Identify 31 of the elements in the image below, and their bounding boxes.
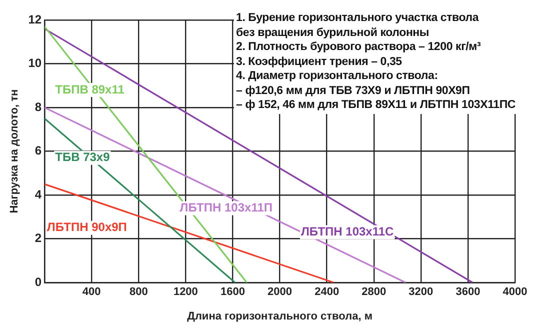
x-tick-label: 3200 — [408, 286, 434, 298]
x-tick-label: 2800 — [362, 286, 386, 298]
y-tick-label: 4 — [34, 187, 42, 202]
y-tick-label: 0 — [34, 274, 42, 289]
x-tick-label: 3600 — [456, 286, 480, 298]
annotation: – ф 152, 46 мм для ТБПВ 89Х11 и ЛБТПН 103Х11ПС — [236, 98, 516, 112]
y-tick-label: 6 — [34, 144, 42, 158]
y-tick-label: 8 — [34, 100, 42, 114]
y-tick-label: 12 — [28, 12, 42, 26]
x-tick-label: 1600 — [220, 286, 245, 298]
x-tick-label: 2000 — [268, 286, 292, 298]
annotation: 1. Бурение горизонтального участка ствола — [236, 11, 480, 26]
series-label: ЛБТПН 90x9П — [46, 220, 127, 234]
annotation: 2. Плотность бурового раствора – 1200 кг/м³ — [236, 40, 482, 54]
series-label: ТБПВ 89x11 — [55, 82, 125, 96]
x-tick-label: 1200 — [173, 286, 198, 298]
x-tick-label: 800 — [129, 286, 148, 298]
series-label: ЛБТПН 103x11С — [300, 224, 394, 239]
annotation: 4. Диаметр горизонтального ствола: — [236, 69, 439, 84]
x-tick-label: 2400 — [314, 286, 340, 298]
x-axis-title: Длина горизонтального ствола, м — [187, 310, 372, 322]
annotation: 3. Коэффициент трения – 0,35 — [236, 54, 403, 69]
y-axis-title: Нагрузка на долото, тн — [8, 89, 21, 214]
x-tick-label: 4000 — [502, 286, 528, 298]
annotation: без вращения бурильной колонны — [236, 26, 430, 40]
x-tick-label: 400 — [82, 286, 101, 298]
annotation: – ф120,6 мм для ТБВ 73Х9 и ЛБТПН 90Х9П — [236, 84, 471, 98]
y-tick-label: 2 — [34, 231, 42, 246]
y-tick-label: 10 — [28, 56, 42, 70]
series-label: ЛБТПН 103x11П — [180, 200, 273, 215]
series-label: ТБВ 73x9 — [55, 150, 110, 164]
